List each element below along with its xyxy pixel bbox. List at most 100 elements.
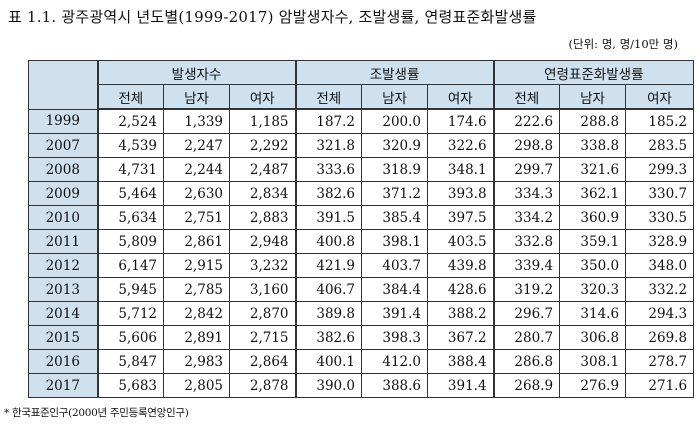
table-row: 2007 4,539 2,247 2,292 321.8 320.9 322.6 298.8 3…: [28, 133, 695, 158]
table-row: 2016 5,847 2,983 2,864 400.1 412.0 388.4 286.8 3…: [28, 349, 695, 374]
group-header-cases: 발생자수: [96, 60, 297, 85]
value-cell: 391.4: [427, 373, 495, 398]
year-cell: 2009: [28, 181, 98, 206]
value-cell: 330.7: [625, 181, 695, 206]
value-cell: 332.8: [492, 229, 561, 254]
sub-header-cell: 여자: [427, 84, 495, 110]
value-cell: 400.8: [294, 229, 363, 254]
sub-header-cell: 남자: [361, 84, 429, 110]
value-cell: 299.7: [492, 157, 561, 182]
value-cell: 403.7: [361, 253, 429, 278]
value-cell: 328.9: [625, 229, 695, 254]
value-cell: 388.2: [427, 301, 495, 326]
value-cell: 5,809: [96, 229, 164, 254]
year-cell: 2012: [28, 253, 98, 278]
value-cell: 1,185: [228, 108, 297, 134]
value-cell: 5,606: [96, 325, 164, 350]
value-cell: 3,232: [228, 253, 297, 278]
value-cell: 185.2: [625, 108, 695, 134]
year-cell: 2011: [28, 229, 98, 254]
value-cell: 280.7: [492, 325, 561, 350]
value-cell: 403.5: [427, 229, 495, 254]
value-cell: 299.3: [625, 157, 695, 182]
value-cell: 2,891: [163, 325, 230, 350]
year-cell: 2008: [28, 157, 98, 182]
value-cell: 2,785: [163, 277, 230, 302]
value-cell: 5,712: [96, 301, 164, 326]
group-header-crude-rate: 조발생률: [294, 60, 495, 85]
sub-header-cell: 남자: [163, 84, 230, 110]
value-cell: 332.2: [625, 277, 695, 302]
sub-header-cell: 여자: [625, 84, 695, 110]
value-cell: 360.9: [559, 205, 627, 230]
value-cell: 428.6: [427, 277, 495, 302]
value-cell: 283.5: [625, 133, 695, 158]
value-cell: 2,864: [228, 349, 297, 374]
table-row: 2010 5,634 2,751 2,883 391.5 385.4 397.5 334.2 3…: [28, 205, 695, 230]
value-cell: 367.2: [427, 325, 495, 350]
year-cell: 2015: [28, 325, 98, 350]
value-cell: 2,878: [228, 373, 297, 398]
value-cell: 314.6: [559, 301, 627, 326]
value-cell: 320.9: [361, 133, 429, 158]
year-cell: 2007: [28, 133, 98, 158]
sub-header-cell: 여자: [228, 84, 297, 110]
value-cell: 2,487: [228, 157, 297, 182]
table-row: 2009 5,464 2,630 2,834 382.6 371.2 393.8 334.3 3…: [28, 181, 695, 206]
value-cell: 330.5: [625, 205, 695, 230]
value-cell: 319.2: [492, 277, 561, 302]
value-cell: 359.1: [559, 229, 627, 254]
value-cell: 5,683: [96, 373, 164, 398]
value-cell: 2,915: [163, 253, 230, 278]
value-cell: 2,870: [228, 301, 297, 326]
value-cell: 2,883: [228, 205, 297, 230]
value-cell: 398.3: [361, 325, 429, 350]
corner-cell: [28, 60, 98, 110]
value-cell: 174.6: [427, 108, 495, 134]
value-cell: 5,847: [96, 349, 164, 374]
value-cell: 320.3: [559, 277, 627, 302]
value-cell: 384.4: [361, 277, 429, 302]
value-cell: 371.2: [361, 181, 429, 206]
year-cell: 2014: [28, 301, 98, 326]
value-cell: 348.1: [427, 157, 495, 182]
value-cell: 2,805: [163, 373, 230, 398]
value-cell: 296.7: [492, 301, 561, 326]
value-cell: 382.6: [294, 325, 363, 350]
table-row: 2008 4,731 2,244 2,487 333.6 318.9 348.1 299.7 3…: [28, 157, 695, 182]
value-cell: 322.6: [427, 133, 495, 158]
value-cell: 276.9: [559, 373, 627, 398]
value-cell: 4,731: [96, 157, 164, 182]
value-cell: 385.4: [361, 205, 429, 230]
value-cell: 2,247: [163, 133, 230, 158]
value-cell: 388.4: [427, 349, 495, 374]
value-cell: 333.6: [294, 157, 363, 182]
value-cell: 4,539: [96, 133, 164, 158]
value-cell: 321.8: [294, 133, 363, 158]
table-row: 2014 5,712 2,842 2,870 389.8 391.4 388.2 296.7 3…: [28, 301, 695, 326]
value-cell: 2,861: [163, 229, 230, 254]
value-cell: 350.0: [559, 253, 627, 278]
value-cell: 390.0: [294, 373, 363, 398]
value-cell: 412.0: [361, 349, 429, 374]
value-cell: 271.6: [625, 373, 695, 398]
value-cell: 2,948: [228, 229, 297, 254]
value-cell: 5,464: [96, 181, 164, 206]
value-cell: 187.2: [294, 108, 363, 134]
value-cell: 338.8: [559, 133, 627, 158]
value-cell: 5,945: [96, 277, 164, 302]
value-cell: 288.8: [559, 108, 627, 134]
cancer-incidence-table: 발생자수 조발생률 연령표준화발생률 전체 남자 여자 전체 남자 여자 전체 남자 여자 19…: [28, 60, 695, 398]
value-cell: 439.8: [427, 253, 495, 278]
value-cell: 321.6: [559, 157, 627, 182]
value-cell: 393.8: [427, 181, 495, 206]
year-cell: 2013: [28, 277, 98, 302]
value-cell: 286.8: [492, 349, 561, 374]
value-cell: 269.8: [625, 325, 695, 350]
value-cell: 298.8: [492, 133, 561, 158]
value-cell: 268.9: [492, 373, 561, 398]
value-cell: 6,147: [96, 253, 164, 278]
value-cell: 5,634: [96, 205, 164, 230]
value-cell: 388.6: [361, 373, 429, 398]
table-title: 표 1.1. 광주광역시 년도별(1999-2017) 암발생자수, 조발생률,…: [8, 8, 537, 26]
